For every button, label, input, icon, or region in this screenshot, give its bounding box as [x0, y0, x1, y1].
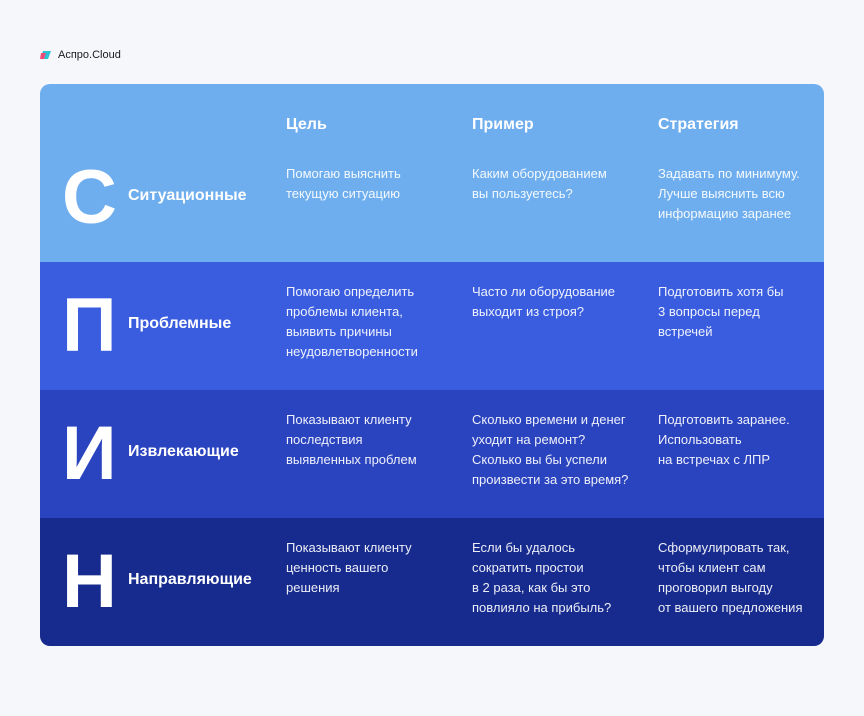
- header-example: Пример: [472, 116, 534, 133]
- logo-icon: [40, 51, 51, 59]
- row-label: Ситуационные: [128, 187, 247, 204]
- goal-cell: Показывают клиенту последствия выявленны…: [286, 412, 417, 467]
- header-strategy: Стратегия: [658, 116, 739, 133]
- strategy-cell: Задавать по минимуму. Лучше выяснить всю…: [658, 166, 800, 221]
- example-cell: Часто ли оборудование выходит из строя?: [472, 284, 616, 319]
- example-cell: Сколько времени и денег уходит на ремонт…: [472, 412, 629, 487]
- table-row-implication: И Извлекающие Показывают клиенту последс…: [40, 390, 824, 518]
- row-letter: П: [62, 283, 117, 368]
- row-label: Направляющие: [128, 571, 252, 588]
- row-label: Проблемные: [128, 315, 232, 332]
- table-row-problem: П Проблемные Помогаю определить проблемы…: [40, 262, 824, 390]
- strategy-cell: Сформулировать так, чтобы клиент сам про…: [658, 540, 803, 615]
- table-row-need-payoff: Н Направляющие Показывают клиенту ценнос…: [40, 518, 824, 646]
- table-row-situational: Цель Пример Стратегия С Ситуационные Пом…: [40, 84, 824, 262]
- strategy-cell: Подготовить заранее. Использовать на вст…: [658, 412, 790, 467]
- row-label: Извлекающие: [128, 443, 239, 460]
- header-goal: Цель: [286, 116, 327, 133]
- strategy-cell: Подготовить хотя бы 3 вопросы перед встр…: [658, 284, 784, 339]
- spin-table: Цель Пример Стратегия С Ситуационные Пом…: [40, 84, 824, 646]
- row-letter: Н: [62, 539, 117, 624]
- goal-cell: Помогаю выяснить текущую ситуацию: [286, 166, 401, 201]
- example-cell: Каким оборудованием вы пользуетесь?: [472, 166, 607, 201]
- goal-cell: Показывают клиенту ценность вашего решен…: [286, 540, 412, 595]
- goal-cell: Помогаю определить проблемы клиента, выя…: [286, 284, 418, 359]
- brand-logo: Аспро.Cloud: [40, 49, 121, 61]
- brand-name: Аспро.Cloud: [58, 49, 121, 61]
- example-cell: Если бы удалось сократить простои в 2 ра…: [472, 540, 612, 615]
- row-letter: С: [62, 155, 117, 240]
- row-letter: И: [62, 411, 117, 496]
